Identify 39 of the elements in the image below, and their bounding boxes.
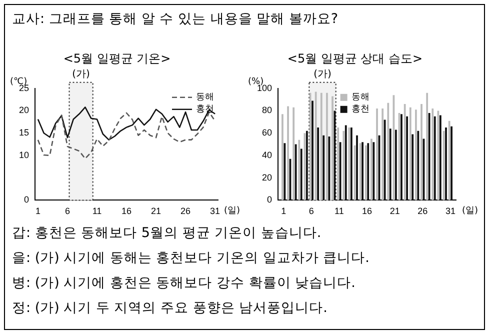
y-tick-label: 20 <box>262 172 272 182</box>
x-tick-label: 26 <box>418 206 428 216</box>
text: 병: (가) 시기에 홍천은 동해보다 강수 확률이 낮습니다. <box>12 274 356 292</box>
x-tick-label: 26 <box>180 206 191 216</box>
chart-title: <5월 일평균 상대 습도> <box>287 51 423 66</box>
x-tick-label: 6 <box>308 206 314 216</box>
text: 정: (가) 시기 두 지역의 주요 풍향은 남서풍입니다. <box>12 299 328 317</box>
x-tick-label: 21 <box>390 206 400 216</box>
y-tick-label: 15 <box>18 128 30 138</box>
x-tick-label: 16 <box>122 206 132 216</box>
y-tick-label: 60 <box>262 128 272 138</box>
x-tick-label: 1 <box>281 206 286 216</box>
legend-label: 동해 <box>351 92 370 103</box>
text: 을: (가) 시기에 동해는 홍천보다 기온의 일교차가 큽니다. <box>12 249 370 267</box>
x-tick-label: 6 <box>64 206 70 216</box>
y-tick-label: 0 <box>24 194 30 205</box>
x-tick-label: 21 <box>151 206 162 216</box>
y-tick-label: 20 <box>18 105 30 116</box>
y-tick-label: 10 <box>18 150 30 160</box>
text: 교사: 그래프를 통해 알 수 있는 내용을 말해 볼까요? <box>12 10 338 28</box>
x-tick-label: 11 <box>334 206 344 216</box>
x-tick-label: 31 <box>445 206 456 216</box>
text: 갑: 홍천은 동해보다 5월의 평균 기온이 높습니다. <box>12 224 322 242</box>
x-tick-label: 16 <box>362 206 372 216</box>
legend-label: 홍천 <box>196 104 214 115</box>
legend-label: 동해 <box>196 92 214 103</box>
x-axis-title: (일) <box>462 206 478 216</box>
chart-title: <5월 일평균 기온> <box>63 51 171 66</box>
line-series <box>37 111 216 160</box>
band-label: (가) <box>72 68 90 80</box>
x-tick-label: 1 <box>35 206 40 216</box>
x-axis-title: (일) <box>224 206 240 216</box>
x-tick-label: 11 <box>92 206 102 216</box>
band-label: (가) <box>314 68 332 80</box>
y-tick-label: 40 <box>262 150 272 160</box>
y-tick-label: 80 <box>262 105 272 116</box>
y-tick-label: 0 <box>267 194 272 205</box>
legend-label: 홍천 <box>351 104 370 115</box>
x-tick-label: 31 <box>210 206 220 216</box>
